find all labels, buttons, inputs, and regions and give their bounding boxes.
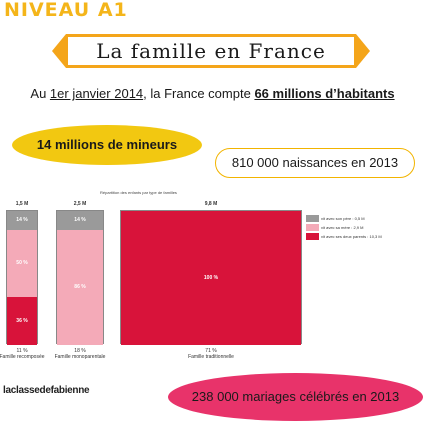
column-total: 9,8 M	[204, 201, 218, 207]
chart-legend: vit avec son père : 0,5 M vit avec sa mèr…	[306, 214, 382, 241]
minors-text: 14 millions de mineurs	[36, 137, 178, 152]
legend-swatch	[306, 233, 319, 240]
column-label: 71 % Famille traditionnelle	[112, 348, 310, 360]
intro-text: Au 1er janvier 2014, la France compte 66…	[0, 86, 425, 101]
title-banner	[52, 34, 370, 68]
births-bubble: 810 000 naissances en 2013	[215, 148, 415, 178]
column-total: 1,5 M	[15, 201, 29, 207]
legend-item: vit avec sa mère : 2,9 M	[306, 223, 382, 232]
column-share: 11 %	[16, 348, 28, 354]
column-share: 18 %	[74, 348, 86, 354]
page-title: La famille en France	[96, 39, 326, 63]
column-category: Famille monoparentale	[54, 354, 106, 360]
column-category: Famille recomposée	[0, 354, 45, 360]
column-label: 18 % Famille monoparentale	[48, 348, 112, 360]
column-category: Famille traditionnelle	[188, 354, 234, 360]
marriages-bubble	[168, 373, 423, 421]
legend-label: vit avec ses deux parents : 10,3 M	[321, 234, 382, 239]
minors-bubble	[12, 125, 202, 165]
bar-segment: 14 %	[7, 211, 37, 230]
column-label: 11 % Famille recomposée	[0, 348, 46, 360]
legend-label: vit avec sa mère : 2,9 M	[321, 225, 364, 230]
bar-segment: 100 %	[121, 211, 301, 345]
level-heading: NIVEAU A1	[4, 0, 128, 21]
legend-item: vit avec ses deux parents : 10,3 M	[306, 232, 382, 241]
legend-label: vit avec son père : 0,5 M	[321, 216, 365, 221]
bar-segment: 14 %	[57, 211, 103, 230]
stacked-bar: 100 %	[120, 210, 302, 345]
stacked-bar: 14 % 50 % 36 %	[6, 210, 38, 345]
intro-date: 1er janvier 2014	[49, 86, 144, 101]
stacked-bar: 14 % 86 %	[56, 210, 104, 345]
chart-title: Répartition des enfants par type de fami…	[100, 190, 177, 195]
column-share: 71 %	[205, 348, 217, 354]
legend-swatch	[306, 224, 319, 231]
legend-swatch	[306, 215, 319, 222]
legend-item: vit avec son père : 0,5 M	[306, 214, 382, 223]
brand-logo: laclassedefabienne	[3, 385, 90, 396]
marriages-text: 238 000 mariages célébrés en 2013	[191, 389, 400, 404]
bar-segment: 36 %	[7, 296, 37, 345]
intro-middle: , la France compte	[143, 86, 255, 101]
bar-segment: 50 %	[7, 229, 37, 297]
intro-population: 66 millions d’habitants	[254, 86, 395, 101]
intro-prefix: Au	[30, 86, 50, 101]
column-total: 2,5 M	[73, 201, 87, 207]
bar-segment: 86 %	[57, 229, 103, 345]
